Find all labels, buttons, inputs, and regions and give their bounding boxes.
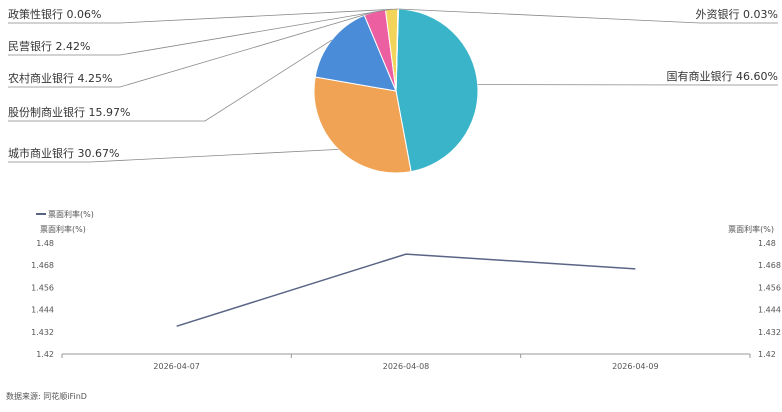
y-tick-left: 1.444 [31, 306, 54, 315]
pie-leader-line [398, 8, 778, 24]
x-ticks: 2026-04-07 2026-04-08 2026-04-09 [61, 354, 751, 371]
pie-leader-line [8, 8, 392, 56]
y-tick-right: 1.456 [758, 283, 781, 292]
series-lines [176, 253, 636, 327]
pie-slice-label: 民营银行 2.42% [8, 39, 90, 53]
y-tick-right: 1.432 [758, 328, 781, 337]
x-tick-label: 2026-04-08 [383, 362, 430, 371]
y-ticks: 1.48 1.48 1.468 1.468 1.456 1.456 1.444 1.444 1.… [31, 239, 781, 359]
pie-leader-line [8, 39, 333, 122]
series-line [176, 253, 636, 327]
line-chart: 票面利率(%) 票面利率(%) 票面利率(%) 1.48 1.481.468 1.4… [31, 209, 781, 371]
y-tick-left: 1.42 [36, 350, 54, 359]
pie-slice-label: 政策性银行 0.06% [8, 7, 101, 21]
pie-labels: 国有商业银行 46.60% 城市商业银行 30.67% 股份制商业银行 15.97%… [8, 7, 778, 163]
pie-leader-line [8, 8, 399, 24]
pie-slice-label: 城市商业银行 30.67% [8, 146, 119, 160]
y-axis-label-right: 票面利率(%) [728, 224, 774, 234]
pie-chart [313, 8, 479, 174]
pie-slice [314, 14, 397, 92]
y-tick-left: 1.48 [36, 239, 54, 248]
pie-leader-line [8, 11, 375, 88]
y-tick-right: 1.48 [758, 239, 776, 248]
pie-slice-label: 外资银行 0.03% [696, 7, 778, 21]
pie-slice [395, 8, 479, 173]
pie-slice-label: 国有商业银行 46.60% [667, 69, 778, 83]
source-note: 数据来源: 同花顺iFinD [6, 392, 87, 401]
legend-label: 票面利率(%) [48, 209, 94, 219]
pie-slice [313, 76, 412, 174]
legend: 票面利率(%) [36, 209, 94, 219]
y-tick-left: 1.456 [31, 283, 54, 292]
pie-slice-label: 农村商业银行 4.25% [8, 71, 112, 85]
y-tick-right: 1.468 [758, 261, 781, 270]
y-tick-right: 1.42 [758, 350, 776, 359]
pie-leader-line [8, 149, 339, 163]
y-tick-left: 1.468 [31, 261, 54, 270]
y-axis-label-left: 票面利率(%) [40, 224, 86, 234]
pie-slice-label: 股份制商业银行 15.97% [8, 105, 130, 119]
y-tick-right: 1.444 [758, 306, 781, 315]
x-tick-label: 2026-04-09 [612, 362, 659, 371]
x-tick-label: 2026-04-07 [153, 362, 200, 371]
y-tick-left: 1.432 [31, 328, 54, 337]
